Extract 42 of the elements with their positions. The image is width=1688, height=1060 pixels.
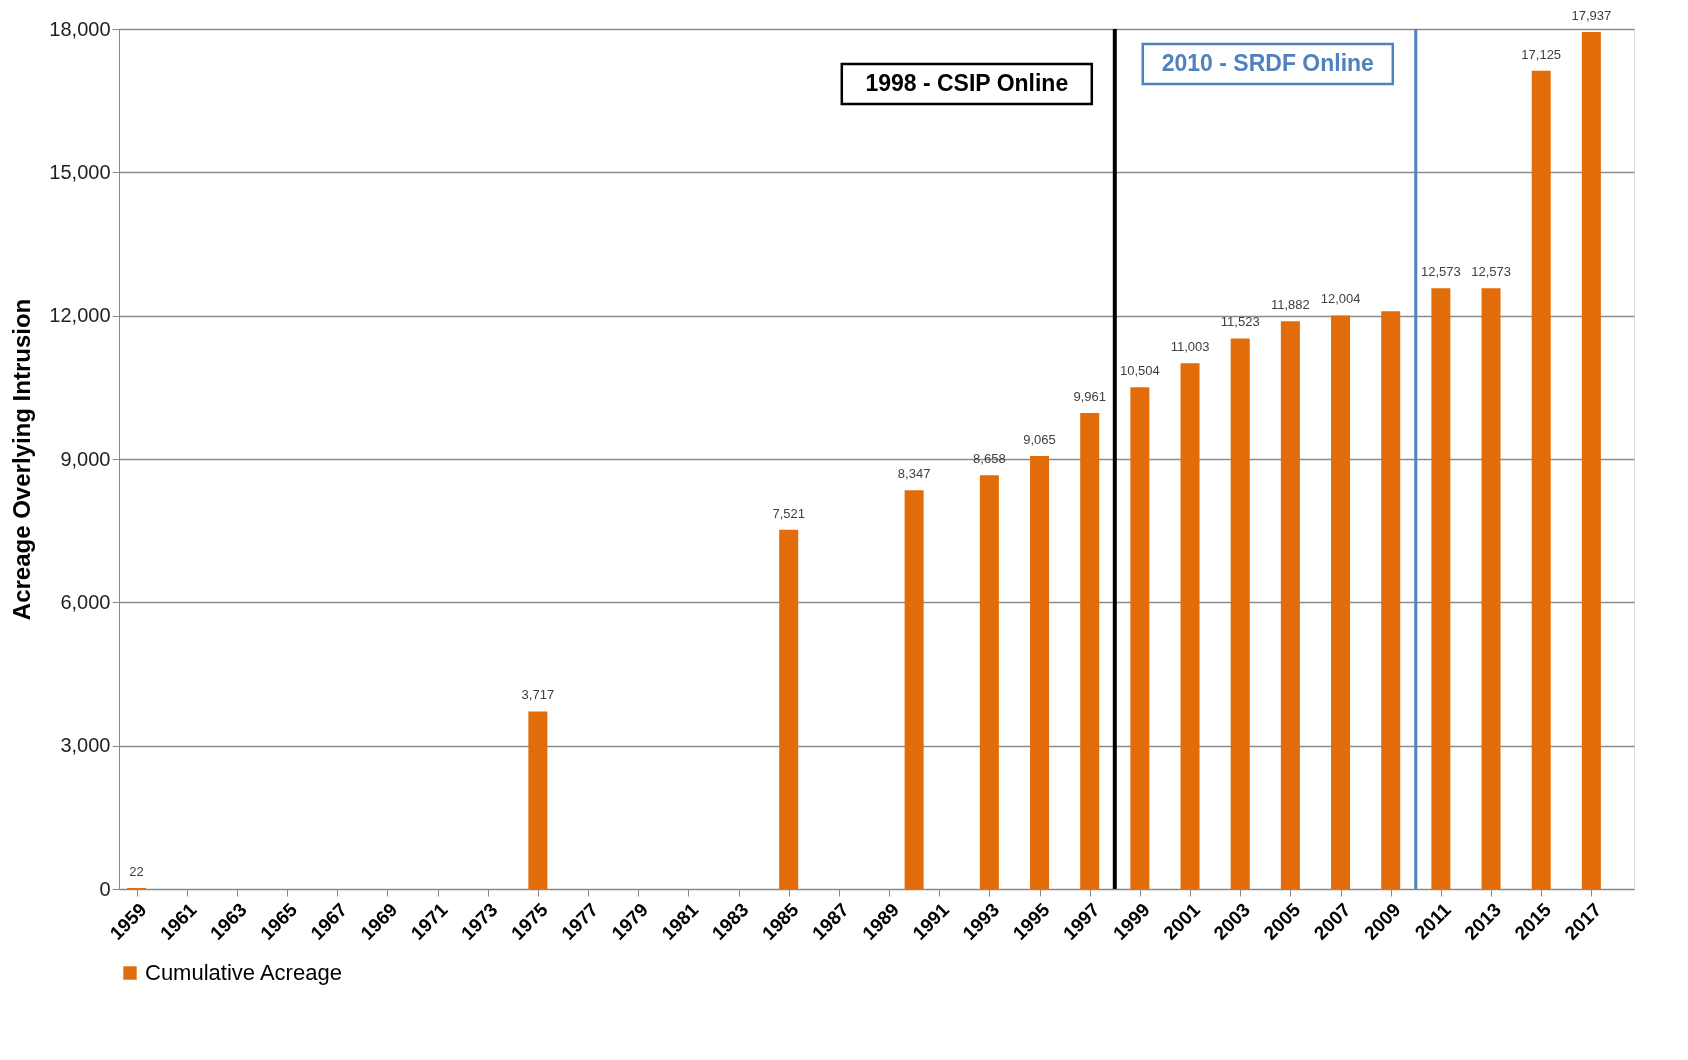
bar [1381,311,1401,889]
legend-label: Cumulative Acreage [145,960,342,985]
data-label: 9,065 [1023,431,1056,447]
bar [1581,32,1601,889]
data-label: 17,125 [1521,46,1562,62]
data-label: 7,521 [772,505,805,521]
y-tick-label: 6,000 [60,590,111,613]
bar [779,529,799,889]
y-tick-label: 15,000 [49,160,111,183]
y-tick-label: 3,000 [60,734,111,757]
data-label: 11,882 [1270,297,1310,313]
y-tick-label: 18,000 [49,17,111,40]
data-label: 12,573 [1471,264,1511,280]
y-axis-title: Acreage Overlying Intrusion [8,298,36,621]
y-tick-label: 9,000 [60,447,111,470]
data-label: 11,003 [1170,339,1210,355]
bar [1280,321,1300,889]
data-label: 12,004 [1320,291,1361,307]
bar [1180,363,1200,889]
data-label: 12,573 [1420,264,1461,280]
bar [1130,387,1150,889]
bar [1431,288,1451,889]
bar [1230,338,1250,889]
bar [904,490,924,889]
bar [1030,455,1050,889]
bar [1080,413,1100,889]
ref-line-label: 2010 - SRDF Online [1161,50,1374,76]
data-label: 17,937 [1571,8,1612,24]
data-label: 10,504 [1119,363,1160,379]
data-label: 11,523 [1220,314,1260,330]
y-tick-label: 0 [99,877,111,900]
bar [1531,70,1551,889]
bar [1331,315,1351,889]
y-tick-label: 12,000 [49,304,111,327]
ref-line-label: 1998 - CSIP Online [865,70,1069,96]
data-label: 22 [129,863,144,879]
bar [1481,288,1501,889]
data-label: 3,717 [521,687,555,703]
data-label: 8,347 [897,466,931,482]
bar [528,711,548,889]
data-label: 9,961 [1073,389,1106,405]
bar [979,475,999,889]
